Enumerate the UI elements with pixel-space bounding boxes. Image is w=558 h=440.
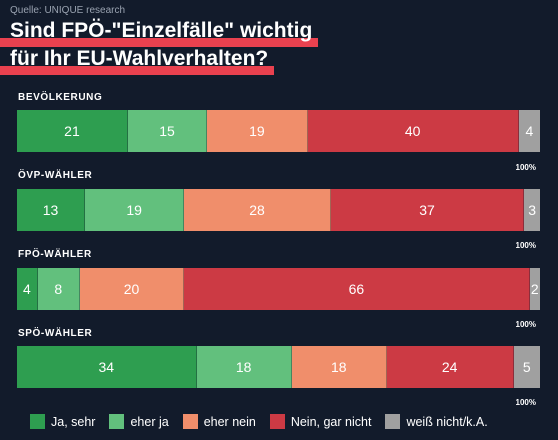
legend-label: weiß nicht/k.A. — [406, 414, 488, 429]
legend-swatch — [109, 414, 125, 429]
bar-segment: 20 — [79, 268, 185, 310]
bar-segment: 18 — [291, 346, 387, 388]
segment-value-label: 34 — [98, 359, 115, 375]
legend-item: eher nein — [182, 414, 256, 429]
bar-segment: 37 — [330, 189, 525, 231]
bar-segment: 3 — [524, 189, 540, 231]
bar-segment: 15 — [127, 110, 208, 152]
stacked-bar: 4 8 20 66 2 — [17, 267, 540, 310]
segment-value-label: 2 — [530, 281, 539, 297]
bar-segment: 8 — [37, 268, 80, 310]
bar-segment: 19 — [207, 110, 308, 152]
legend-label: Ja, sehr — [51, 414, 96, 429]
bar-segment: 2 — [529, 268, 540, 310]
segment-value-label: 15 — [159, 123, 175, 139]
bar-segment: 5 — [513, 346, 540, 388]
stacked-bar: 13 19 28 37 3 — [17, 188, 540, 231]
chart-title-text-2: für Ihr EU-Wahlverhalten? — [10, 47, 269, 70]
title-highlight — [0, 38, 319, 47]
bar-segment: 28 — [184, 189, 331, 231]
bar-segment: 34 — [17, 346, 197, 388]
segment-value-label: 37 — [419, 202, 435, 218]
segment-value-label: 19 — [126, 202, 142, 218]
total-label: 100% — [515, 398, 536, 407]
legend-item: weiß nicht/k.A. — [385, 414, 488, 429]
segment-value-label: 66 — [348, 281, 365, 297]
bar-segment: 24 — [386, 346, 514, 388]
bar-segment: 18 — [196, 346, 292, 388]
segment-value-label: 24 — [441, 359, 458, 375]
source-note: Quelle: UNIQUE research — [10, 5, 126, 16]
title-highlight — [0, 66, 275, 75]
legend-swatch — [269, 414, 285, 429]
bar-segment: 4 — [518, 110, 540, 152]
segment-value-label: 18 — [235, 359, 252, 375]
stacked-bar: 34 18 18 24 5 — [17, 345, 540, 388]
legend-item: Nein, gar nicht — [269, 414, 372, 429]
group-label: FPÖ-WÄHLER — [18, 249, 92, 260]
total-label: 100% — [515, 163, 536, 172]
bar-segment: 66 — [184, 268, 530, 310]
legend-swatch — [30, 414, 45, 429]
legend-swatch — [182, 414, 198, 429]
chart-title-text-1: Sind FPÖ-"Einzelfälle" wichtig — [10, 19, 313, 42]
chart-title-line-1: Sind FPÖ-"Einzelfälle" wichtig — [0, 19, 319, 47]
chart-legend: Ja, sehr eher ja eher nein Nein, gar nicht w… — [30, 414, 502, 429]
group-label: ÖVP-WÄHLER — [18, 170, 93, 181]
bar-segment: 40 — [307, 110, 519, 152]
bar-segment: 21 — [17, 110, 128, 152]
segment-value-label: 3 — [528, 202, 537, 218]
group-label: BEVÖLKERUNG — [18, 92, 103, 103]
total-label: 100% — [515, 241, 536, 250]
segment-value-label: 21 — [64, 123, 80, 139]
segment-value-label: 5 — [522, 359, 531, 375]
segment-value-label: 20 — [123, 281, 140, 297]
stacked-bar: 21 15 19 40 4 — [17, 109, 540, 152]
segment-value-label: 40 — [404, 123, 421, 139]
segment-value-label: 28 — [249, 202, 265, 218]
legend-label: eher nein — [203, 414, 256, 429]
segment-value-label: 18 — [330, 359, 347, 375]
chart-title-line-2: für Ihr EU-Wahlverhalten? — [0, 47, 275, 75]
legend-item: eher ja — [109, 414, 169, 429]
segment-value-label: 13 — [42, 202, 59, 218]
bar-segment: 4 — [17, 268, 38, 310]
total-label: 100% — [515, 320, 536, 329]
legend-label: eher ja — [130, 414, 169, 429]
legend-label: Nein, gar nicht — [290, 414, 372, 429]
segment-value-label: 4 — [23, 281, 31, 297]
segment-value-label: 19 — [249, 123, 265, 139]
bar-segment: 19 — [84, 189, 185, 231]
legend-item: Ja, sehr — [30, 414, 95, 429]
legend-swatch — [385, 414, 401, 429]
group-label: SPÖ-WÄHLER — [18, 328, 93, 339]
bar-segment: 13 — [17, 189, 85, 231]
segment-value-label: 4 — [525, 123, 534, 139]
segment-value-label: 8 — [54, 281, 63, 297]
